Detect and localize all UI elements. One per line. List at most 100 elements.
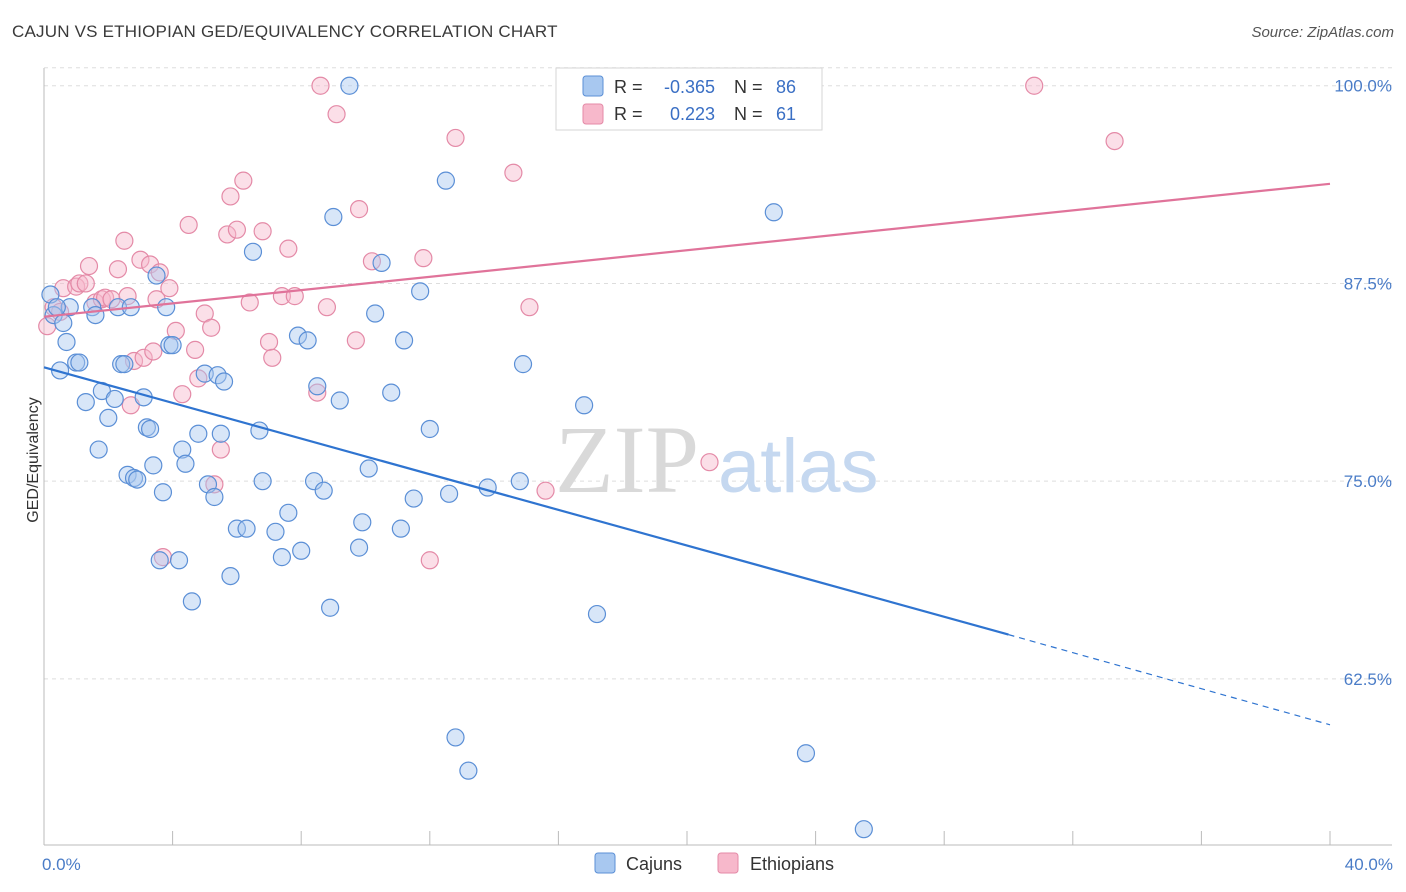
cajun-point [420, 419, 439, 439]
cajun-point [147, 266, 166, 285]
cajun-point [272, 548, 292, 567]
legend-cajun-swatch [582, 75, 604, 97]
cajun-point [189, 424, 208, 443]
ethiopian-point [179, 215, 198, 235]
cajun-point [214, 372, 234, 391]
y-tick-label: 87.5% [1344, 274, 1392, 293]
cajun-point [764, 203, 783, 222]
cajun-point [279, 503, 298, 522]
ethiopian-point [317, 298, 337, 317]
bottom-legend-cajun-swatch [594, 852, 616, 874]
ethiopian-point [240, 293, 259, 312]
cajun-point [404, 489, 423, 508]
cajun-trend-line [43, 366, 1009, 636]
ethiopians-points [38, 76, 1124, 570]
cajun-point [359, 459, 378, 478]
cajun-point [324, 207, 343, 227]
ethiopian-point [202, 318, 221, 337]
ethiopian-point [173, 385, 192, 404]
legend-cajun-n-label: N = [734, 77, 763, 97]
cajun-point [587, 604, 607, 624]
cajun-point [163, 336, 182, 355]
cajun-point [150, 551, 169, 570]
ethiopian-point [211, 440, 230, 459]
ethiopian-point [70, 274, 89, 293]
ethiopian-point [414, 249, 433, 268]
source-label: Source: ZipAtlas.com [1251, 24, 1394, 41]
cajun-point [391, 519, 410, 538]
ethiopian-point [79, 256, 99, 276]
cajun-point [144, 456, 163, 475]
ethiopian-point [205, 475, 224, 494]
ethiopian-point [349, 200, 369, 219]
cajun-point [394, 331, 414, 350]
axes [43, 68, 1392, 846]
cajun-point [89, 440, 108, 459]
cajun-point [211, 424, 230, 443]
cajun-point [372, 253, 391, 272]
legend-eth-n-label: N = [734, 104, 763, 124]
ethiopian-point [346, 331, 365, 350]
cajuns-points [41, 76, 873, 839]
ethiopian-point [115, 231, 134, 250]
cajun-point [115, 355, 134, 374]
watermark-zip: ZIP [555, 406, 699, 513]
legend-cajun-n-value: 86 [776, 77, 796, 97]
ethiopian-point [1025, 76, 1044, 95]
cajun-point [47, 298, 66, 317]
bottom-legend: Cajuns Ethiopians [594, 852, 834, 874]
ethiopian-point [1105, 131, 1124, 151]
cajun-point [340, 76, 359, 95]
cajun-point [513, 355, 533, 374]
x-tick-label: 0.0% [42, 855, 81, 874]
ethiopian-point [218, 225, 237, 244]
cajun-point [382, 383, 401, 402]
cajun-point [182, 592, 201, 611]
cajun-point [176, 454, 195, 473]
ethiopian-point [327, 105, 346, 124]
ethiopian-point [504, 163, 523, 182]
cajun-point [796, 744, 816, 763]
cajun-point [105, 389, 124, 409]
cajun-point [169, 551, 189, 570]
ethiopian-point [263, 348, 282, 367]
y-tick-label: 100.0% [1334, 77, 1392, 96]
cajun-point [321, 598, 340, 617]
tick-labels: 100.0% 87.5% 75.0% 62.5% 0.0% 40.0% [42, 77, 1393, 874]
cajun-point [411, 282, 430, 301]
ethiopian-point [700, 453, 719, 472]
ethiopian-point [311, 76, 330, 95]
ethiopian-point [76, 274, 95, 293]
ethiopian-point [234, 171, 253, 190]
ethiopian-point [67, 277, 86, 296]
cajun-point [298, 331, 317, 350]
legend-eth-r-label: R = [614, 104, 643, 124]
top-legend: R = -0.365 N = 86 R = 0.223 N = 61 [555, 67, 823, 131]
legend-cajun-r-value: -0.365 [664, 77, 715, 97]
cajun-point [237, 519, 256, 538]
ethiopian-point [108, 260, 128, 279]
cajun-point [288, 326, 308, 345]
cajun-point [353, 513, 372, 532]
cajun-point [349, 538, 369, 557]
legend-eth-swatch [582, 103, 604, 125]
ethiopian-point [160, 279, 179, 298]
cajun-point [436, 171, 455, 190]
cajun-point [221, 566, 240, 586]
legend-eth-n-value: 61 [776, 104, 796, 124]
cajun-point [173, 440, 192, 459]
trend-lines [43, 182, 1331, 726]
cajun-point [70, 353, 89, 372]
cajun-point [60, 298, 79, 317]
cajun-point [459, 761, 478, 780]
cajun-point [330, 391, 349, 410]
legend-cajun-r-label: R = [614, 77, 643, 97]
cajun-point [439, 484, 459, 503]
ethiopian-point [420, 551, 439, 570]
cajun-point [76, 392, 95, 412]
cajun-point [54, 313, 73, 333]
cajun-point [854, 820, 873, 839]
ethiopian-point [131, 250, 150, 269]
ethiopian-point [144, 342, 163, 361]
